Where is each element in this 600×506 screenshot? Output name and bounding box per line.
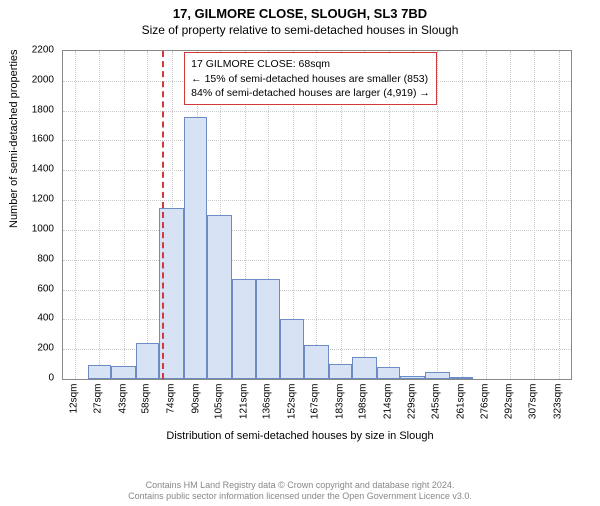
y-tick: 1600 [14, 134, 54, 145]
x-tick: 276sqm [479, 384, 490, 434]
chart-container: Number of semi-detached properties 17 GI… [0, 44, 600, 444]
histogram-bar [256, 279, 281, 379]
plot-area: 17 GILMORE CLOSE: 68sqm← 15% of semi-det… [62, 50, 572, 380]
y-tick: 0 [14, 373, 54, 384]
y-tick: 2200 [14, 45, 54, 56]
x-tick: 261sqm [456, 384, 467, 434]
x-tick: 214sqm [383, 384, 394, 434]
histogram-bar [88, 365, 111, 379]
histogram-bar [280, 319, 303, 379]
histogram-bar [184, 117, 207, 379]
histogram-bar [377, 367, 400, 379]
y-tick: 800 [14, 253, 54, 264]
x-tick: 12sqm [69, 384, 80, 434]
footer-attribution: Contains HM Land Registry data © Crown c… [0, 480, 600, 503]
histogram-bar [232, 279, 255, 379]
y-tick: 1400 [14, 164, 54, 175]
title-subtitle: Size of property relative to semi-detach… [0, 23, 600, 37]
x-tick: 323sqm [552, 384, 563, 434]
x-axis-label: Distribution of semi-detached houses by … [0, 430, 600, 442]
footer-line1: Contains HM Land Registry data © Crown c… [0, 480, 600, 491]
info-box-line: 84% of semi-detached houses are larger (… [191, 86, 430, 100]
x-tick: 167sqm [310, 384, 321, 434]
histogram-bar [450, 377, 473, 379]
x-tick: 136sqm [262, 384, 273, 434]
x-tick: 43sqm [117, 384, 128, 434]
x-tick: 105sqm [213, 384, 224, 434]
y-tick: 400 [14, 313, 54, 324]
x-tick: 152sqm [286, 384, 297, 434]
x-tick: 229sqm [406, 384, 417, 434]
y-tick: 600 [14, 283, 54, 294]
x-tick: 121sqm [238, 384, 249, 434]
y-tick: 2000 [14, 74, 54, 85]
x-tick: 90sqm [190, 384, 201, 434]
info-box-line: ← 15% of semi-detached houses are smalle… [191, 72, 430, 86]
histogram-bar [329, 364, 352, 379]
histogram-bar [352, 357, 377, 379]
y-tick: 1800 [14, 104, 54, 115]
x-tick: 292sqm [504, 384, 515, 434]
x-tick: 27sqm [92, 384, 103, 434]
footer-line2: Contains public sector information licen… [0, 491, 600, 502]
histogram-bar [136, 343, 159, 379]
title-address: 17, GILMORE CLOSE, SLOUGH, SL3 7BD [0, 6, 600, 21]
histogram-bar [425, 372, 450, 379]
histogram-bar [207, 215, 232, 379]
x-tick: 307sqm [527, 384, 538, 434]
y-tick: 200 [14, 343, 54, 354]
x-tick: 58sqm [140, 384, 151, 434]
x-tick: 74sqm [165, 384, 176, 434]
y-tick: 1200 [14, 194, 54, 205]
info-box: 17 GILMORE CLOSE: 68sqm← 15% of semi-det… [184, 52, 437, 105]
x-tick: 245sqm [431, 384, 442, 434]
property-marker-line [162, 51, 164, 379]
x-tick: 183sqm [335, 384, 346, 434]
y-tick: 1000 [14, 223, 54, 234]
histogram-bar [111, 366, 136, 379]
histogram-bar [400, 376, 425, 379]
histogram-bar [304, 345, 329, 379]
x-tick: 198sqm [358, 384, 369, 434]
info-box-line: 17 GILMORE CLOSE: 68sqm [191, 57, 430, 71]
